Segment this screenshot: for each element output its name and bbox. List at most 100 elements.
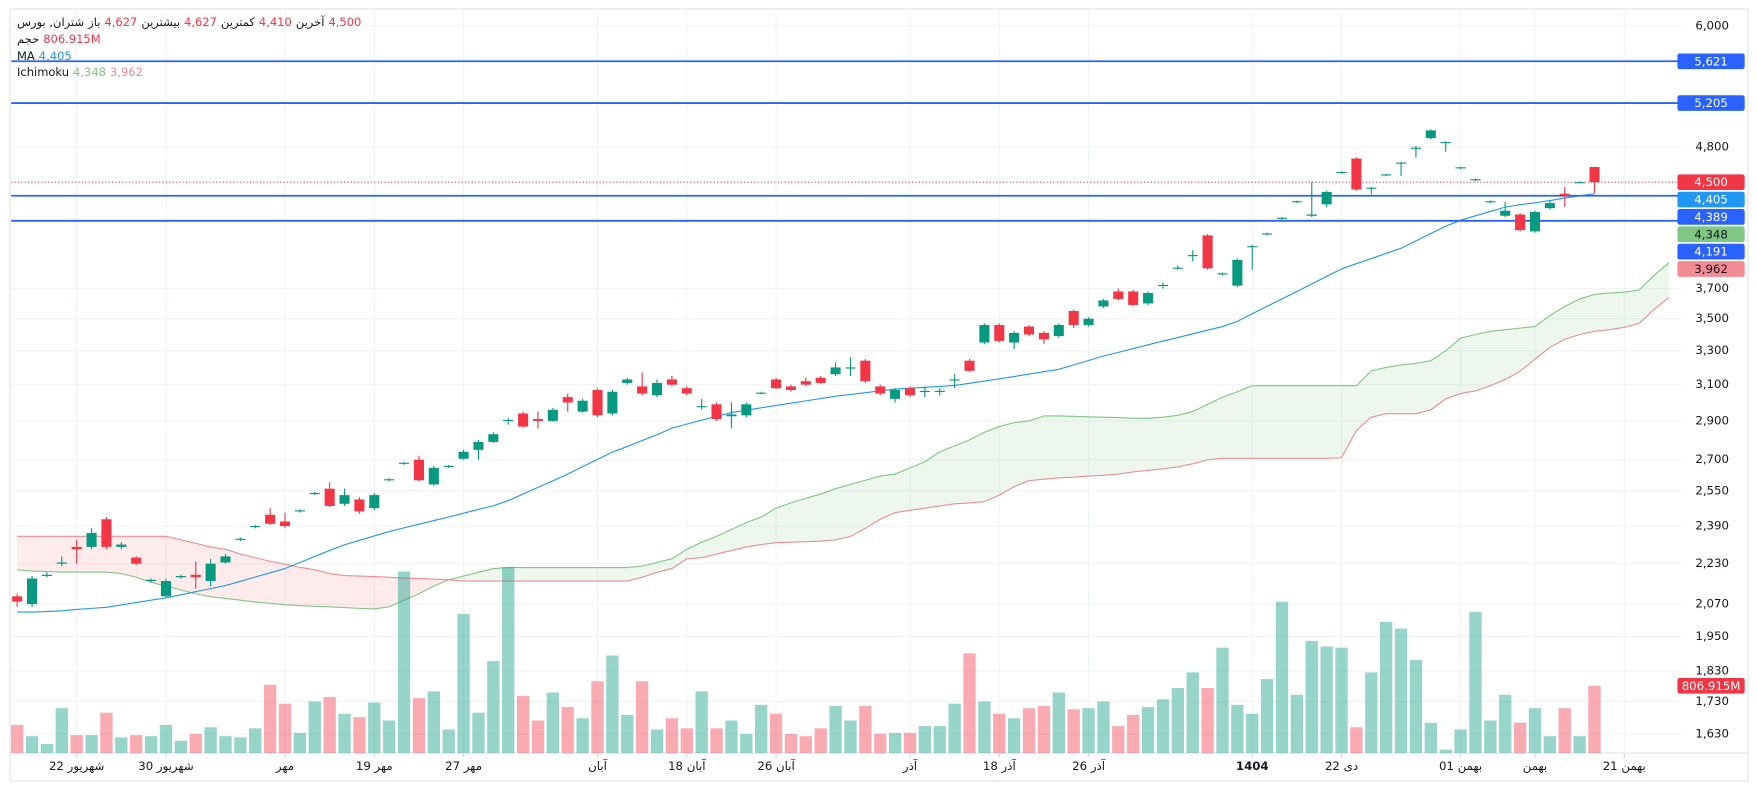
x-tick-label: بهمن 01 bbox=[1439, 759, 1482, 774]
volume-bar bbox=[1484, 720, 1497, 754]
cloud-segment bbox=[820, 488, 836, 542]
candle-body bbox=[1306, 214, 1317, 216]
candle-body bbox=[413, 459, 424, 481]
candle-body bbox=[1113, 291, 1124, 299]
ichimoku-name: Ichimoku bbox=[17, 65, 70, 80]
y-tick-label: 1,830 bbox=[1695, 664, 1729, 678]
candle-body bbox=[1009, 332, 1020, 343]
y-tick-label: 2,700 bbox=[1695, 452, 1729, 466]
cloud-segment bbox=[1534, 315, 1550, 360]
cloud-segment bbox=[1148, 417, 1163, 471]
candle-body bbox=[904, 388, 916, 396]
cloud-segment bbox=[1579, 294, 1595, 335]
price-badge-label: 4,348 bbox=[1694, 227, 1728, 241]
cloud-segment bbox=[1639, 275, 1655, 324]
candle-body bbox=[651, 382, 663, 396]
candle-body bbox=[666, 379, 677, 385]
candle-body bbox=[726, 414, 737, 417]
x-tick-label: مهر bbox=[275, 759, 294, 774]
volume-bar bbox=[1558, 708, 1571, 754]
cloud-segment bbox=[121, 536, 137, 578]
candle-body bbox=[265, 514, 276, 524]
volume-bar bbox=[1112, 726, 1125, 754]
candle-body bbox=[622, 379, 633, 383]
y-tick-label: 6,000 bbox=[1695, 18, 1729, 32]
cloud-segment bbox=[255, 557, 271, 604]
cloud-segment bbox=[1296, 385, 1312, 459]
axes: 1,630 1,730 1,830 1,950 2,070 2,230 2,390 2,550… bbox=[49, 18, 1729, 774]
cloud-segment bbox=[240, 554, 256, 603]
candle-body bbox=[711, 404, 722, 420]
candle-body bbox=[1515, 214, 1526, 231]
candle-body bbox=[1247, 246, 1258, 248]
cloud-segment bbox=[1326, 385, 1342, 459]
volume-bar bbox=[1007, 718, 1021, 754]
field-label: باز bbox=[88, 15, 101, 29]
cloud-segment bbox=[1564, 298, 1580, 340]
x-tick-label: بهمن 21 bbox=[1603, 759, 1646, 774]
cloud-segment bbox=[597, 567, 613, 582]
volume-bar bbox=[1573, 736, 1586, 754]
candle-body bbox=[41, 574, 52, 577]
price-badge-label: 4,500 bbox=[1694, 175, 1728, 189]
cloud-segment bbox=[1445, 338, 1461, 399]
price-badge bbox=[1677, 261, 1745, 277]
volume-bar bbox=[427, 691, 440, 754]
cloud-segment bbox=[865, 476, 881, 529]
cloud-segment bbox=[954, 439, 970, 504]
candle-body bbox=[562, 397, 573, 403]
price-badge bbox=[1677, 226, 1745, 243]
volume-bar bbox=[918, 726, 932, 754]
volume-bar bbox=[621, 714, 634, 754]
volume-bar bbox=[665, 718, 679, 754]
volume-bar bbox=[844, 720, 857, 754]
price-badge bbox=[1677, 191, 1745, 208]
y-tick-label: 3,100 bbox=[1695, 377, 1729, 391]
cloud-segment bbox=[612, 567, 628, 582]
candle-body bbox=[1574, 182, 1585, 184]
candle-body bbox=[443, 465, 454, 467]
candle-body bbox=[875, 386, 886, 394]
cloud-segment bbox=[46, 536, 62, 573]
cloud-segment bbox=[1475, 331, 1491, 391]
candle-body bbox=[1410, 147, 1421, 149]
volume-bar bbox=[293, 732, 307, 754]
candle-body bbox=[1351, 158, 1362, 190]
volume-bar bbox=[680, 728, 693, 754]
field-label: کمترین bbox=[220, 15, 255, 29]
price-badge-label: 4,191 bbox=[1694, 245, 1728, 259]
price-badge bbox=[1677, 53, 1745, 70]
candle-body bbox=[86, 532, 97, 547]
volume-bar bbox=[859, 705, 872, 754]
cloud-segment bbox=[299, 567, 315, 607]
cloud-segment bbox=[136, 536, 152, 583]
volume-bar bbox=[769, 713, 783, 754]
volume-value: 806.915M bbox=[43, 31, 101, 46]
candle-body bbox=[1336, 171, 1347, 174]
candle-body bbox=[339, 495, 350, 504]
x-tick-label: 1404 bbox=[1236, 759, 1269, 773]
cloud-segment bbox=[835, 484, 851, 540]
cloud-segment bbox=[314, 569, 330, 607]
y-tick-label: 2,070 bbox=[1695, 597, 1729, 611]
x-tick-label: 26 آبان bbox=[757, 759, 795, 773]
cloud-segment bbox=[731, 522, 747, 551]
candle-body bbox=[71, 546, 82, 550]
volume-bar bbox=[1141, 707, 1155, 754]
candle-body bbox=[1128, 291, 1139, 305]
candle-body bbox=[1202, 235, 1213, 269]
cloud-segment bbox=[1222, 391, 1238, 459]
volume-bar bbox=[263, 684, 277, 754]
candle-body bbox=[860, 360, 871, 382]
volume-bar bbox=[1409, 660, 1423, 754]
cloud-segment bbox=[1282, 385, 1297, 459]
y-tick-label: 3,500 bbox=[1695, 311, 1729, 325]
candle-body bbox=[131, 557, 142, 564]
ichimoku-cloud bbox=[17, 262, 1670, 610]
candle-body bbox=[592, 389, 603, 416]
candle-body bbox=[1544, 203, 1555, 209]
volume-bar bbox=[546, 692, 560, 754]
cloud-segment bbox=[1430, 350, 1446, 410]
y-tick-label: 3,700 bbox=[1695, 281, 1729, 295]
